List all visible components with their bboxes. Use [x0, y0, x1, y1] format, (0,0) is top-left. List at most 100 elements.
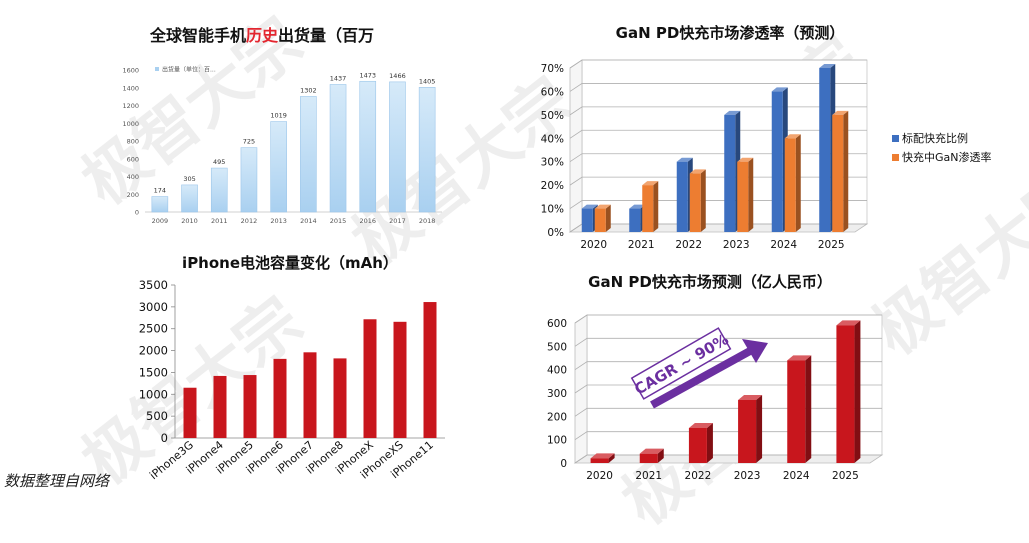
x-tick-label: 2020	[580, 239, 607, 251]
bar	[243, 375, 257, 438]
bar-top	[642, 181, 659, 186]
bar	[273, 358, 287, 438]
legend-label: 快充中GaN渗透率	[902, 150, 992, 164]
bar-top	[787, 355, 812, 361]
bar	[213, 375, 227, 438]
penetration-title: GaN PD快充市场渗透率（预测）	[615, 24, 845, 42]
shipments-title-highlight: 历史	[246, 26, 279, 45]
y-tick-label: 0%	[547, 227, 564, 239]
bar-top	[590, 453, 615, 459]
y-tick-label: 10%	[541, 204, 564, 216]
market-chart: GaN PD快充市场预测（亿人民币） 0 100 200 300 400 500 600 20…	[520, 255, 900, 495]
data-label: 1466	[389, 72, 406, 80]
gridline	[574, 337, 882, 347]
bar	[688, 423, 713, 463]
bar-side	[700, 169, 706, 232]
bar-top	[771, 87, 788, 92]
legend-label: 标配快充比例	[902, 131, 968, 145]
y-tick-label: 50%	[541, 110, 564, 122]
bar	[151, 196, 169, 213]
side-wall	[569, 59, 583, 233]
y-tick-label: 2000	[139, 344, 168, 358]
bar	[181, 184, 198, 213]
bar	[418, 87, 436, 213]
x-tick-label: 2023	[734, 470, 761, 482]
y-tick-label: 1200	[122, 102, 139, 110]
cagr-box	[630, 327, 732, 400]
bar-front	[784, 138, 796, 232]
x-tick-label: 2016	[359, 217, 376, 225]
bar-side	[706, 423, 713, 463]
bar-front	[590, 458, 609, 463]
bar	[270, 121, 287, 213]
bar-top	[836, 320, 861, 326]
x-tick-label: 2025	[832, 470, 859, 482]
bar-side	[657, 448, 664, 463]
gridline	[574, 431, 882, 440]
data-label: 1405	[419, 77, 436, 85]
y-tick-label: 100	[547, 435, 567, 447]
gridline	[574, 314, 882, 324]
data-label: 1437	[330, 74, 347, 82]
battery-title: iPhone电池容量变化（mAh）	[182, 254, 398, 272]
x-tick-label: 2017	[389, 217, 406, 225]
y-tick-label: 200	[547, 411, 567, 423]
y-tick-label: 1000	[139, 387, 168, 401]
x-tick-label: 2011	[211, 217, 228, 225]
y-tick-label: 20%	[541, 180, 564, 192]
y-tick-label: 1400	[122, 84, 139, 92]
y-tick-label: 1000	[122, 120, 139, 128]
bar-front	[594, 208, 606, 232]
gridline	[574, 407, 882, 417]
y-tick-label: 500	[146, 409, 168, 423]
bar	[183, 387, 197, 438]
bar	[738, 395, 763, 463]
market-plot: 0 100 200 300 400 500 600 2020 2021 2022 2023 2024 2…	[547, 314, 884, 482]
bar-front	[642, 185, 654, 232]
shipments-title-post: 出货量（百万	[278, 26, 375, 45]
bar-side	[748, 157, 754, 232]
battery-chart: iPhone电池容量变化（mAh） 0 500 1000 1500 2000 2500 30…	[120, 240, 460, 490]
bar-front	[832, 114, 844, 232]
bar	[359, 80, 377, 213]
data-label: 1473	[359, 71, 376, 79]
y-tick-label: 400	[127, 173, 139, 181]
gridline	[574, 384, 882, 394]
gridline	[574, 454, 882, 464]
bar-side	[795, 134, 801, 232]
x-tick-label: 2023	[723, 239, 750, 251]
y-tick-label: 1600	[122, 67, 139, 75]
y-tick-label: 400	[547, 365, 567, 377]
bar-front	[688, 428, 707, 463]
floor	[573, 454, 884, 464]
bar	[303, 352, 317, 438]
bar-top	[832, 110, 849, 115]
penetration-plot: 0% 10% 20% 30% 40% 50% 60% 70% 2020 2021 2022 2023 2…	[541, 59, 992, 251]
legend-swatch	[892, 135, 899, 142]
bar	[393, 321, 407, 438]
shipments-title: 全球智能手机历史出货量（百万	[150, 22, 460, 46]
y-tick-label: 60%	[541, 86, 564, 98]
x-tick-label: 2025	[818, 239, 845, 251]
bar-top	[639, 448, 664, 454]
x-tick-label: 2013	[270, 217, 287, 225]
bar-front	[581, 208, 593, 232]
x-tick-label: 2015	[330, 217, 347, 225]
bar	[240, 147, 258, 213]
bar-side	[605, 204, 611, 232]
bar-top	[629, 204, 646, 209]
bar	[784, 134, 801, 232]
bar-front	[771, 91, 783, 232]
y-tick-label: 1500	[139, 365, 168, 379]
bar-front	[689, 173, 701, 232]
y-tick-label: 800	[127, 138, 139, 146]
y-tick-label: 2500	[139, 322, 168, 336]
bar-side	[756, 395, 763, 463]
data-label: 305	[183, 175, 195, 183]
bar-top	[724, 110, 741, 115]
y-tick-label: 3000	[139, 300, 168, 314]
bar	[300, 96, 317, 213]
market-title: GaN PD快充市场预测（亿人民币）	[588, 273, 832, 291]
bar-front	[724, 114, 736, 232]
penetration-chart: GaN PD快充市场渗透率（预测） 0% 10% 20% 30% 40% 50% 60% 70…	[520, 0, 1020, 260]
